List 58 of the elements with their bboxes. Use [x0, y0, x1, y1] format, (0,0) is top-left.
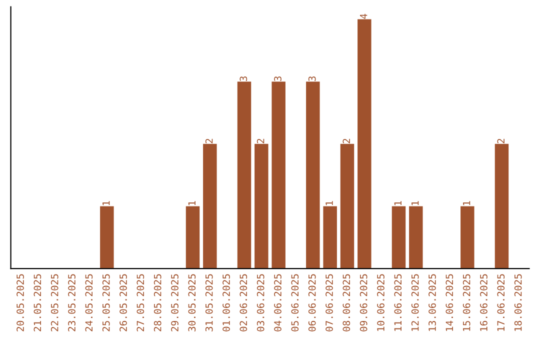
x-tick-label: 05.06.2025	[291, 274, 299, 332]
x-tick-label: 09.06.2025	[360, 274, 368, 332]
data-label: 3	[240, 76, 248, 81]
bar	[392, 206, 406, 269]
bar	[203, 144, 217, 269]
x-tick-label: 31.05.2025	[205, 274, 213, 332]
x-tick-label: 03.06.2025	[256, 274, 264, 332]
bar	[306, 82, 320, 269]
bar	[254, 144, 268, 269]
bar	[186, 206, 200, 269]
x-tick-label: 01.06.2025	[222, 274, 230, 332]
x-tick-label: 28.05.2025	[154, 274, 162, 332]
x-tick-label: 08.06.2025	[342, 274, 350, 332]
bar	[340, 144, 354, 269]
x-tick-label: 22.05.2025	[50, 274, 58, 332]
data-label: 2	[342, 138, 350, 144]
data-label: 1	[188, 201, 196, 206]
x-tick-label: 04.06.2025	[274, 274, 282, 332]
x-tick-label: 07.06.2025	[326, 274, 333, 332]
bar	[237, 82, 252, 269]
data-label: 2	[205, 138, 213, 144]
data-label: 1	[412, 201, 419, 206]
bar	[323, 206, 337, 269]
data-label: 2	[497, 138, 504, 144]
x-tick-label: 18.06.2025	[514, 274, 522, 331]
x-tick-label: 06.06.2025	[308, 274, 316, 332]
data-label: 4	[360, 14, 368, 19]
x-tick-label: 15.06.2025	[462, 274, 470, 331]
bar	[358, 19, 372, 269]
x-tick-label: 12.06.2025	[411, 274, 419, 331]
x-tick-label: 29.05.2025	[171, 274, 178, 332]
data-label: 1	[394, 201, 402, 206]
x-tick-label: 17.06.2025	[497, 274, 505, 331]
x-tick-label: 14.06.2025	[446, 274, 454, 331]
x-tick-label: 26.05.2025	[120, 274, 127, 332]
x-tick-label: 20.05.2025	[16, 274, 24, 332]
x-tick-label: 16.06.2025	[480, 274, 488, 331]
data-label: 3	[274, 76, 282, 81]
data-label: 2	[256, 138, 264, 144]
x-tick-label: 25.05.2025	[102, 274, 110, 332]
x-tick-label: 30.05.2025	[188, 274, 196, 332]
bar	[409, 206, 423, 269]
x-tick-label: 10.06.2025	[377, 274, 384, 331]
x-tick-label: 21.05.2025	[34, 274, 42, 332]
bar	[460, 206, 474, 269]
x-tick-label: 23.05.2025	[68, 274, 76, 332]
data-label: 1	[463, 201, 470, 206]
data-label: 3	[308, 76, 316, 81]
bar	[100, 206, 114, 269]
bar	[272, 82, 286, 269]
x-tick-label: 13.06.2025	[428, 274, 436, 331]
bar	[494, 144, 509, 269]
x-tick-label: 11.06.2025	[394, 274, 402, 331]
x-tick-label: 02.06.2025	[240, 274, 248, 332]
x-tick-label: 27.05.2025	[136, 274, 144, 332]
x-tick-label: 24.05.2025	[85, 274, 93, 332]
data-label: 1	[326, 201, 333, 206]
data-label: 1	[102, 201, 110, 206]
